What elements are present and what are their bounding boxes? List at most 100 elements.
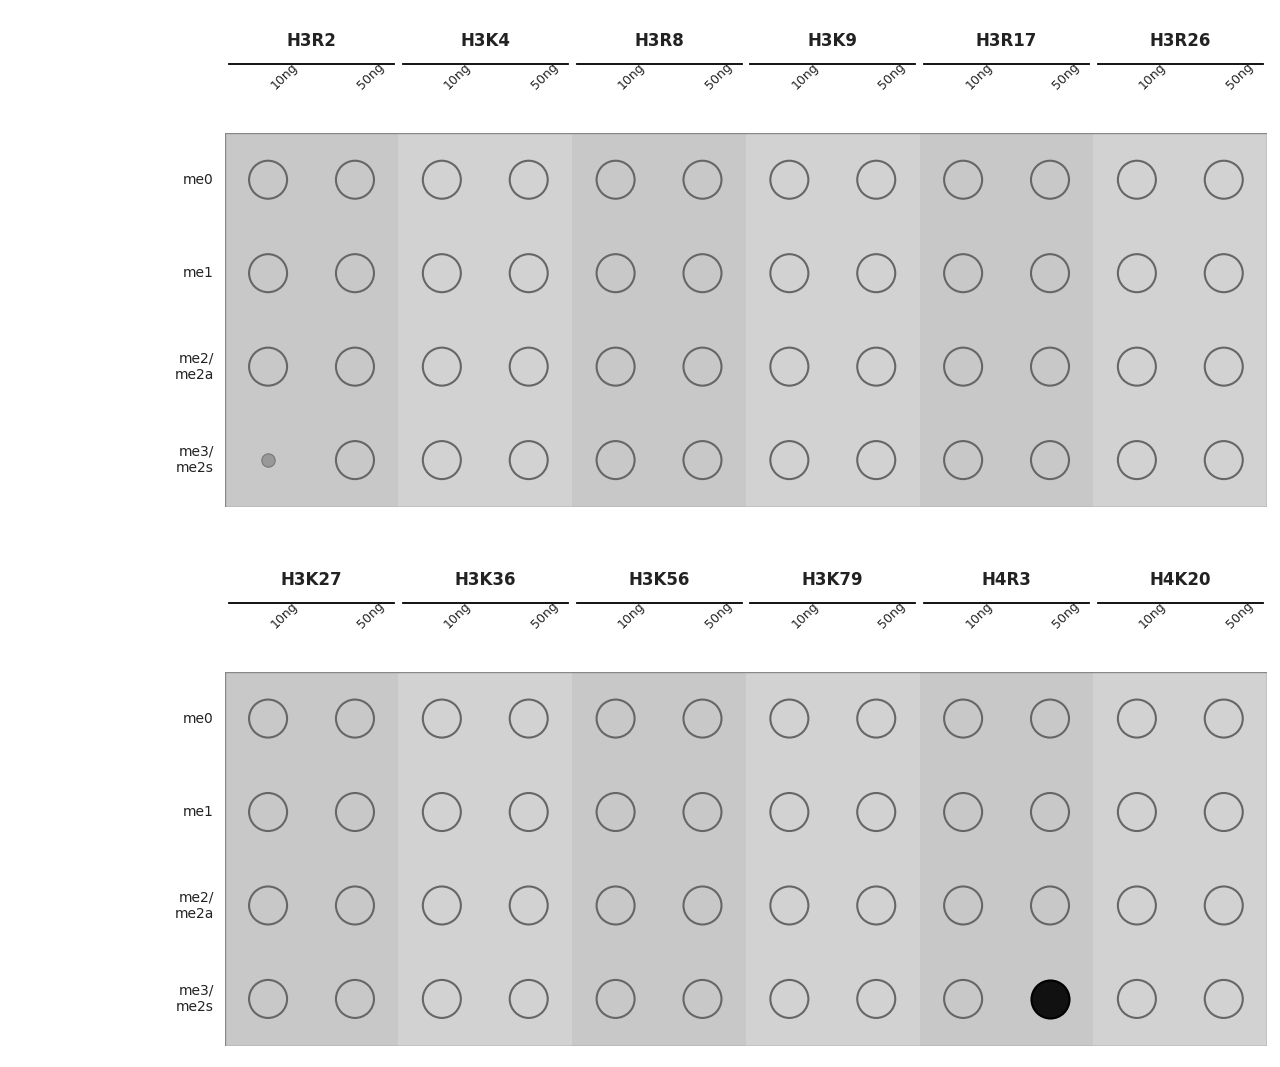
Point (867, 359, 887, 376)
Text: 10ng: 10ng (442, 61, 474, 92)
Point (867, 171, 887, 188)
Point (692, 897, 713, 914)
Point (952, 897, 973, 914)
Text: H3R26: H3R26 (1149, 32, 1211, 50)
Text: 50ng: 50ng (1050, 60, 1082, 92)
Point (1213, 359, 1234, 376)
Point (692, 803, 713, 821)
Point (431, 803, 452, 821)
Point (344, 451, 365, 468)
Text: 10ng: 10ng (790, 600, 820, 631)
Text: 10ng: 10ng (963, 600, 995, 631)
Text: 50ng: 50ng (355, 599, 387, 631)
Point (431, 171, 452, 188)
Point (692, 710, 713, 727)
Point (952, 451, 973, 468)
Text: me1: me1 (183, 805, 214, 819)
Point (605, 990, 626, 1007)
Point (257, 803, 278, 821)
Point (344, 803, 365, 821)
Point (518, 803, 539, 821)
Text: 10ng: 10ng (268, 61, 300, 92)
Text: H3K79: H3K79 (803, 571, 864, 589)
Point (1213, 803, 1234, 821)
Point (1213, 990, 1234, 1007)
Text: 50ng: 50ng (877, 599, 908, 631)
Text: 50ng: 50ng (877, 60, 908, 92)
Point (867, 897, 887, 914)
Point (692, 990, 713, 1007)
Point (257, 451, 278, 468)
Text: me0: me0 (183, 712, 214, 726)
Point (1039, 990, 1060, 1007)
Point (518, 451, 539, 468)
Bar (746, 133, 919, 507)
Point (518, 359, 539, 376)
Point (1039, 359, 1060, 376)
Point (867, 803, 887, 821)
Text: H3K36: H3K36 (454, 571, 516, 589)
Text: 10ng: 10ng (616, 600, 648, 631)
Text: H3K27: H3K27 (280, 571, 342, 589)
Text: me2/
me2a: me2/ me2a (174, 890, 214, 921)
Point (1039, 710, 1060, 727)
Point (1213, 710, 1234, 727)
Point (518, 265, 539, 282)
Point (867, 265, 887, 282)
Text: H3K56: H3K56 (628, 571, 690, 589)
Bar (919, 133, 1093, 507)
Bar (225, 133, 398, 507)
Bar (398, 672, 572, 1046)
Text: 50ng: 50ng (529, 599, 561, 631)
Point (1126, 897, 1147, 914)
Text: me3/
me2s: me3/ me2s (175, 445, 214, 475)
Text: me1: me1 (183, 266, 214, 281)
Point (692, 451, 713, 468)
Point (344, 265, 365, 282)
Point (692, 265, 713, 282)
Text: H4K20: H4K20 (1149, 571, 1211, 589)
Point (867, 990, 887, 1007)
Text: H3K4: H3K4 (461, 32, 511, 50)
Point (344, 990, 365, 1007)
Point (1126, 359, 1147, 376)
Point (952, 171, 973, 188)
Text: me2/
me2a: me2/ me2a (174, 351, 214, 382)
Text: 50ng: 50ng (703, 60, 735, 92)
Point (952, 803, 973, 821)
Point (1039, 265, 1060, 282)
Bar (1093, 133, 1267, 507)
Point (605, 897, 626, 914)
Point (692, 171, 713, 188)
Text: me0: me0 (183, 173, 214, 187)
Text: 10ng: 10ng (1137, 61, 1169, 92)
Point (431, 451, 452, 468)
Bar (1093, 672, 1267, 1046)
Point (431, 710, 452, 727)
Bar (919, 672, 1093, 1046)
Point (952, 710, 973, 727)
Text: 50ng: 50ng (703, 599, 735, 631)
Point (1126, 171, 1147, 188)
Point (1213, 451, 1234, 468)
Point (780, 710, 800, 727)
Point (780, 990, 800, 1007)
Point (692, 359, 713, 376)
Text: H3R8: H3R8 (634, 32, 684, 50)
Text: 50ng: 50ng (1224, 60, 1256, 92)
Point (605, 710, 626, 727)
Point (344, 710, 365, 727)
Point (780, 451, 800, 468)
Point (257, 359, 278, 376)
Point (344, 171, 365, 188)
Point (344, 359, 365, 376)
Point (605, 803, 626, 821)
Point (605, 359, 626, 376)
Point (952, 990, 973, 1007)
Text: 10ng: 10ng (442, 600, 474, 631)
Point (431, 897, 452, 914)
Point (780, 171, 800, 188)
Point (1213, 265, 1234, 282)
Point (1039, 171, 1060, 188)
Bar (225, 672, 398, 1046)
